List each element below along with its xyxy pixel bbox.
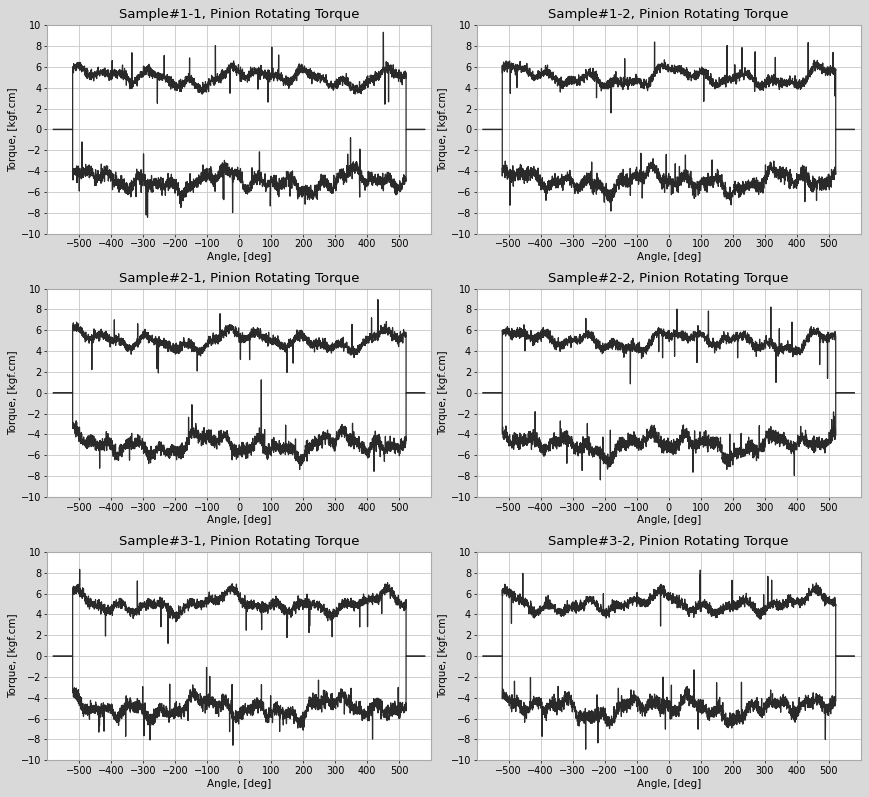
Y-axis label: Torque, [kgf.cm]: Torque, [kgf.cm] — [438, 87, 448, 172]
X-axis label: Angle, [deg]: Angle, [deg] — [207, 252, 271, 262]
Title: Sample#1-1, Pinion Rotating Torque: Sample#1-1, Pinion Rotating Torque — [119, 8, 359, 22]
Y-axis label: Torque, [kgf.cm]: Torque, [kgf.cm] — [438, 614, 448, 698]
Title: Sample#3-1, Pinion Rotating Torque: Sample#3-1, Pinion Rotating Torque — [119, 535, 359, 548]
X-axis label: Angle, [deg]: Angle, [deg] — [637, 252, 700, 262]
Y-axis label: Torque, [kgf.cm]: Torque, [kgf.cm] — [9, 351, 18, 435]
Title: Sample#3-2, Pinion Rotating Torque: Sample#3-2, Pinion Rotating Torque — [548, 535, 789, 548]
X-axis label: Angle, [deg]: Angle, [deg] — [207, 779, 271, 789]
Y-axis label: Torque, [kgf.cm]: Torque, [kgf.cm] — [9, 87, 18, 172]
X-axis label: Angle, [deg]: Angle, [deg] — [637, 516, 700, 525]
X-axis label: Angle, [deg]: Angle, [deg] — [207, 516, 271, 525]
Y-axis label: Torque, [kgf.cm]: Torque, [kgf.cm] — [9, 614, 18, 698]
Title: Sample#1-2, Pinion Rotating Torque: Sample#1-2, Pinion Rotating Torque — [548, 8, 789, 22]
Title: Sample#2-2, Pinion Rotating Torque: Sample#2-2, Pinion Rotating Torque — [548, 272, 789, 285]
Title: Sample#2-1, Pinion Rotating Torque: Sample#2-1, Pinion Rotating Torque — [119, 272, 359, 285]
X-axis label: Angle, [deg]: Angle, [deg] — [637, 779, 700, 789]
Y-axis label: Torque, [kgf.cm]: Torque, [kgf.cm] — [438, 351, 448, 435]
